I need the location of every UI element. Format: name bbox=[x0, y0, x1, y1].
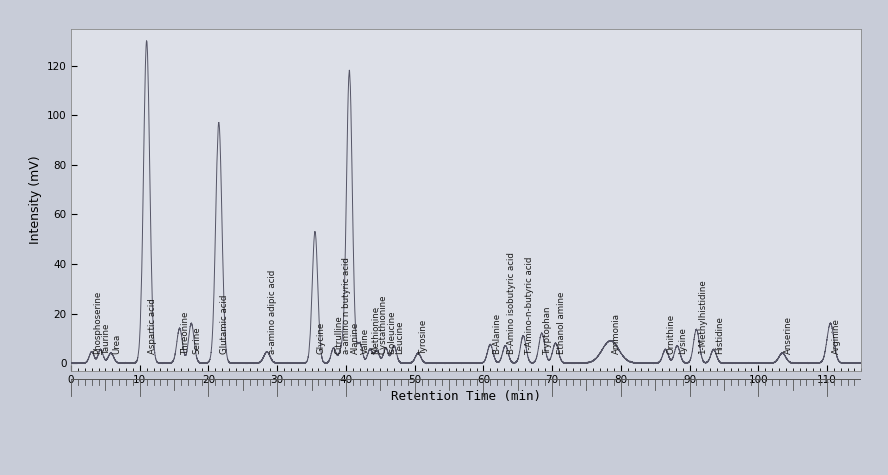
Text: Ethanol amine: Ethanol amine bbox=[557, 292, 566, 354]
Text: 1-Methylhistidine: 1-Methylhistidine bbox=[698, 280, 707, 354]
Text: Valine: Valine bbox=[361, 328, 370, 354]
Y-axis label: Intensity (mV): Intensity (mV) bbox=[28, 155, 42, 244]
Text: Urea: Urea bbox=[112, 334, 122, 354]
Text: Ornithine: Ornithine bbox=[667, 314, 676, 354]
Text: Citrulline: Citrulline bbox=[335, 316, 344, 354]
Text: Isoleucine: Isoleucine bbox=[387, 311, 396, 354]
Text: B-Amino isobutyric acid: B-Amino isobutyric acid bbox=[507, 253, 516, 354]
Text: T-Amino-n-butyric acid: T-Amino-n-butyric acid bbox=[525, 257, 534, 354]
Text: Phosphoserine: Phosphoserine bbox=[93, 291, 102, 354]
Text: Ammonia: Ammonia bbox=[612, 314, 621, 354]
Text: a-amino n butyric acid: a-amino n butyric acid bbox=[343, 257, 352, 354]
Text: Glycine: Glycine bbox=[316, 322, 325, 354]
Text: B-Alanine: B-Alanine bbox=[492, 314, 501, 354]
Text: Arginine: Arginine bbox=[832, 319, 841, 354]
Text: Alanine: Alanine bbox=[351, 322, 360, 354]
Text: Histidine: Histidine bbox=[715, 316, 724, 354]
Text: Serine: Serine bbox=[193, 327, 202, 354]
Text: Lysine: Lysine bbox=[678, 328, 687, 354]
Text: a-amino adipic acid: a-amino adipic acid bbox=[268, 270, 277, 354]
Text: Leucine: Leucine bbox=[395, 321, 404, 354]
Text: Tryptophan: Tryptophan bbox=[543, 306, 552, 354]
Text: Taurine: Taurine bbox=[102, 323, 111, 354]
Text: Methionine: Methionine bbox=[371, 306, 380, 354]
Text: Glutamic acid: Glutamic acid bbox=[220, 295, 229, 354]
Text: Tyrosine: Tyrosine bbox=[419, 319, 429, 354]
X-axis label: Retention Time (min): Retention Time (min) bbox=[392, 390, 541, 403]
Text: Aspartic acid: Aspartic acid bbox=[148, 299, 157, 354]
Text: Anserine: Anserine bbox=[784, 316, 793, 354]
Text: Threonine: Threonine bbox=[181, 311, 190, 354]
Text: Cystathionine: Cystathionine bbox=[378, 295, 387, 354]
